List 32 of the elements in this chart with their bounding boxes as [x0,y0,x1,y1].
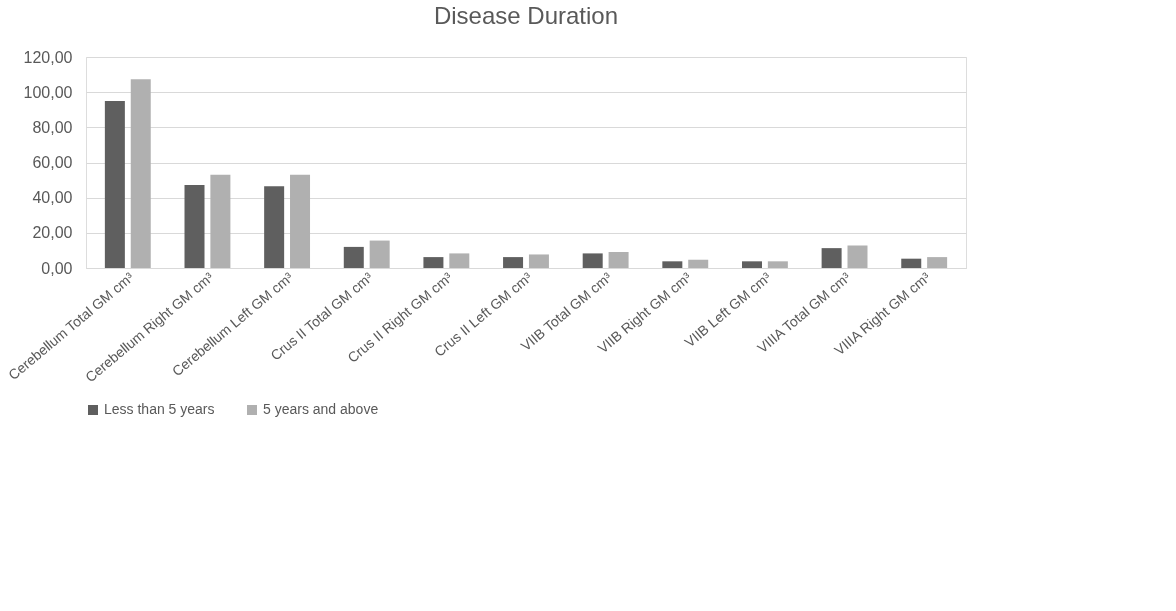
bar [847,245,868,268]
bar [210,174,231,268]
bar [264,186,285,268]
y-tick-label: 100,00 [23,83,73,101]
bar [767,261,788,268]
bar [901,258,922,268]
bar [927,257,948,268]
y-tick-label: 80,00 [32,118,73,136]
y-tick-label: 60,00 [32,154,73,171]
legend-label: Less than 5 years [104,401,215,417]
y-tick-label: 40,00 [32,189,73,207]
y-tick-label: 0,00 [41,259,73,277]
bar [662,261,683,268]
bar [741,261,762,268]
chart-title: Disease Duration [433,2,619,29]
bar [104,100,125,268]
bar [582,253,603,268]
bar [130,79,151,268]
bar [184,185,205,268]
bar [449,253,470,268]
bar [688,259,709,268]
bar [821,248,842,268]
bar [369,240,390,268]
bar [423,257,444,268]
y-tick-label: 20,00 [32,224,73,242]
legend-label: 5 years and above [263,401,379,417]
bar [503,257,524,268]
y-tick-label: 120,00 [23,48,73,66]
bar [343,246,364,268]
bar [528,254,549,268]
bar [608,252,629,268]
bar [290,174,311,268]
